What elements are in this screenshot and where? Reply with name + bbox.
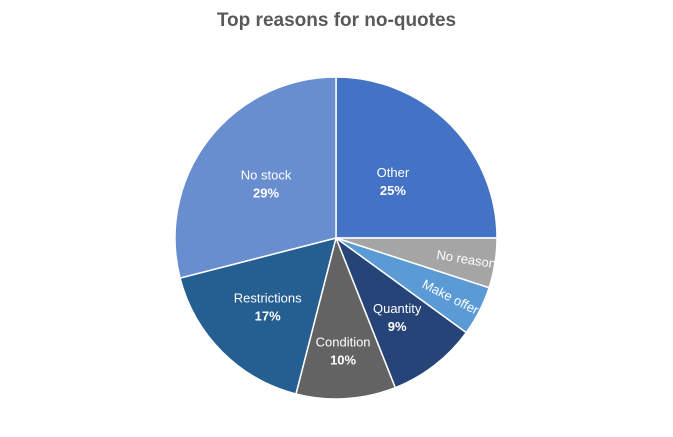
slice-label-group: Condition 10% xyxy=(316,334,371,367)
chart-title: Top reasons for no-quotes xyxy=(216,10,457,31)
slice-category-label: Quantity xyxy=(373,301,422,316)
slice-value-label: 29% xyxy=(253,186,279,201)
slice-value-label: 9% xyxy=(388,319,407,334)
slice-label-group: Quantity 9% xyxy=(373,301,422,334)
pie-slice-quantity xyxy=(334,235,468,389)
slice-label-group: No stock 29% xyxy=(241,168,292,201)
slice-value-label: 17% xyxy=(255,308,281,323)
pie-slice-other xyxy=(335,76,498,239)
pie-slice-condition xyxy=(295,235,397,400)
slice-category-label: Condition xyxy=(316,334,371,349)
slice-category-label: No stock xyxy=(241,168,292,183)
slice-label-group: Restrictions 17% xyxy=(234,290,302,323)
pie-slice-restrictions xyxy=(179,236,338,395)
pie-slices xyxy=(174,76,498,400)
slice-value-label: 10% xyxy=(330,352,356,367)
slice-category-label: Restrictions xyxy=(234,290,302,305)
slice-category-label: Other xyxy=(377,165,410,180)
pie-slice-no-stock xyxy=(174,76,337,279)
slice-value-label: 25% xyxy=(380,183,406,198)
slice-label-group: Other 25% xyxy=(377,165,410,198)
